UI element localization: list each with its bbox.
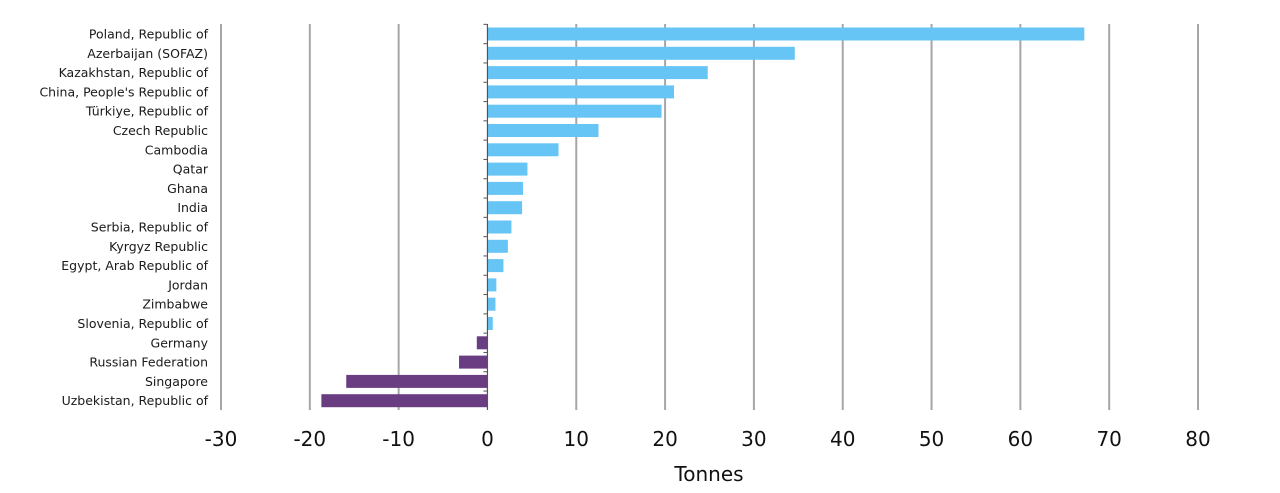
bar — [487, 278, 497, 292]
x-tick-label: 30 — [741, 427, 766, 451]
bar — [487, 124, 599, 137]
category-label: Qatar — [173, 162, 209, 177]
category-label: Singapore — [145, 374, 208, 389]
category-label: Slovenia, Republic of — [77, 316, 208, 331]
x-tick-label: 80 — [1185, 427, 1210, 451]
category-label: Kyrgyz Republic — [109, 239, 208, 254]
category-label: Poland, Republic of — [89, 27, 209, 42]
bar — [487, 66, 708, 80]
x-tick-label: -30 — [205, 427, 238, 451]
x-tick-label: 10 — [564, 427, 589, 451]
bar — [476, 336, 488, 350]
bar — [487, 297, 496, 311]
category-label: Czech Republic — [113, 123, 208, 138]
bar — [346, 374, 488, 388]
x-tick-label: 60 — [1008, 427, 1033, 451]
bar — [487, 143, 559, 157]
category-label: Russian Federation — [89, 355, 208, 370]
category-label: China, People's Republic of — [39, 84, 208, 99]
bar — [487, 239, 508, 253]
category-label: Uzbekistan, Republic of — [62, 393, 209, 408]
bar — [487, 46, 795, 60]
bar — [321, 394, 488, 408]
x-tick-label: -10 — [382, 427, 415, 451]
x-tick-label: 40 — [830, 427, 855, 451]
category-labels: Poland, Republic of Azerbaijan (SOFAZ) Kaz… — [39, 27, 208, 409]
gridlines — [220, 24, 1199, 410]
bar — [459, 355, 488, 369]
x-tick-label: -20 — [293, 427, 326, 451]
bar — [487, 104, 662, 118]
category-label: Jordan — [167, 277, 208, 292]
bar — [487, 201, 523, 215]
bar — [487, 181, 523, 195]
category-label: Azerbaijan (SOFAZ) — [87, 46, 208, 61]
y-axis — [483, 23, 489, 410]
bar — [487, 220, 512, 234]
category-label: Egypt, Arab Republic of — [61, 258, 208, 273]
bar — [487, 85, 674, 99]
category-label: Cambodia — [145, 142, 208, 157]
x-tick-label: 0 — [481, 427, 494, 451]
bar — [487, 259, 504, 273]
bar — [487, 27, 1085, 41]
category-label: Serbia, Republic of — [91, 220, 209, 235]
category-label: Ghana — [167, 181, 208, 196]
category-label: Germany — [151, 335, 209, 350]
bar — [487, 317, 493, 330]
x-tick-label: 50 — [919, 427, 944, 451]
bar — [487, 162, 528, 176]
category-label: Türkiye, Republic of — [85, 104, 209, 119]
category-label: India — [177, 200, 208, 215]
x-axis-title: Tonnes — [673, 462, 743, 486]
x-tick-label: 20 — [652, 427, 677, 451]
x-tick-label: 70 — [1096, 427, 1121, 451]
category-label: Kazakhstan, Republic of — [59, 65, 209, 80]
bars — [321, 27, 1085, 408]
x-tick-labels: -30 -20 -10 0 10 20 30 40 50 60 70 80 — [205, 427, 1211, 451]
category-label: Zimbabwe — [142, 297, 208, 312]
